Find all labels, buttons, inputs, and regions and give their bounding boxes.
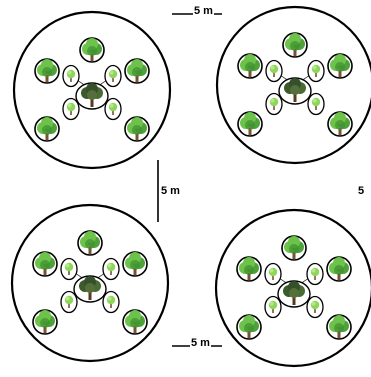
plot-boundary-circle: [214, 208, 371, 368]
seedling-icon: [306, 262, 324, 286]
deciduous-tree-icon: [79, 37, 105, 63]
deciduous-tree-icon: [327, 111, 353, 137]
deciduous-tree-icon: [236, 314, 262, 340]
deciduous-tree-icon: [124, 58, 150, 84]
deciduous-tree-icon: [236, 256, 262, 282]
deciduous-tree-icon: [326, 314, 352, 340]
spacing-label-middle: 5 m: [160, 185, 181, 197]
seedling-icon: [60, 257, 78, 281]
spacing-label-right: 5: [358, 185, 365, 197]
deciduous-tree-icon: [77, 230, 103, 256]
deciduous-tree-icon: [32, 309, 58, 335]
seedling-icon: [102, 257, 120, 281]
seedling-icon: [264, 295, 282, 319]
seedling-icon: [102, 290, 120, 314]
seedling-icon: [264, 262, 282, 286]
deciduous-tree-icon: [32, 251, 58, 277]
mother-tree-icon: [75, 82, 109, 110]
deciduous-tree-icon: [34, 116, 60, 142]
deciduous-tree-icon: [237, 111, 263, 137]
seedling-icon: [62, 64, 80, 88]
plot-boundary-circle: [10, 203, 170, 363]
plot-boundary-circle: [215, 5, 371, 165]
seedling-icon: [306, 295, 324, 319]
seedling-icon: [265, 92, 283, 116]
spacing-label-top: 5 m: [193, 5, 214, 17]
planting-plot: [215, 5, 371, 165]
planting-plot: [10, 203, 170, 363]
deciduous-tree-icon: [282, 32, 308, 58]
seedling-icon: [307, 59, 325, 83]
mother-tree-icon: [277, 280, 311, 308]
deciduous-tree-icon: [281, 235, 307, 261]
seedling-icon: [60, 290, 78, 314]
deciduous-tree-icon: [237, 53, 263, 79]
seedling-icon: [104, 64, 122, 88]
planting-plot: [214, 208, 371, 368]
deciduous-tree-icon: [122, 309, 148, 335]
planting-plot: [12, 10, 172, 170]
deciduous-tree-icon: [122, 251, 148, 277]
deciduous-tree-icon: [326, 256, 352, 282]
spacing-label-bottom: 5 m: [190, 337, 211, 349]
deciduous-tree-icon: [124, 116, 150, 142]
seedling-icon: [307, 92, 325, 116]
seedling-icon: [265, 59, 283, 83]
plot-boundary-circle: [12, 10, 172, 170]
deciduous-tree-icon: [34, 58, 60, 84]
mother-tree-icon: [278, 77, 312, 105]
seedling-icon: [62, 97, 80, 121]
seedling-icon: [104, 97, 122, 121]
deciduous-tree-icon: [327, 53, 353, 79]
mother-tree-icon: [73, 275, 107, 303]
